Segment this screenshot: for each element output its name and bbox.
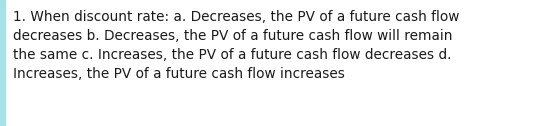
Text: 1. When discount rate: a. Decreases, the PV of a future cash flow
decreases b. D: 1. When discount rate: a. Decreases, the… <box>13 10 459 81</box>
Bar <box>0 0 5 126</box>
